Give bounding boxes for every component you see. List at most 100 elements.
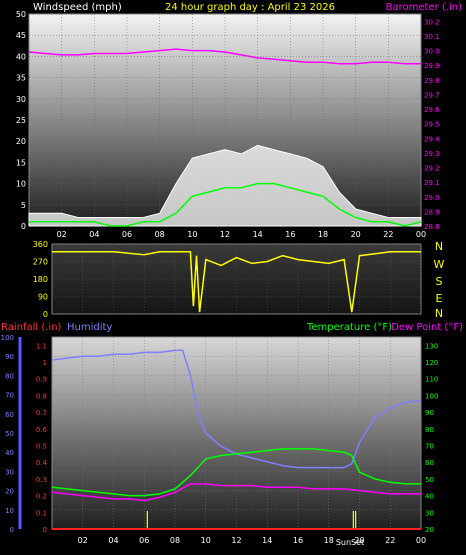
temp-x-tick: 16	[293, 536, 303, 545]
temp-x-tick: 14	[262, 536, 272, 545]
temp-y-tick: 90	[425, 409, 434, 417]
wind-y-tick: 35	[16, 74, 26, 83]
temp-y-tick: 80	[425, 426, 434, 434]
wind-y-tick: 30	[16, 95, 26, 104]
temperature-line	[51, 448, 421, 497]
humidity-y-tick: 50	[5, 430, 14, 438]
direction-y-tick: 90	[38, 293, 48, 302]
barometer-y-tick: 28.8	[424, 223, 440, 231]
barometer-y-tick: 29.0	[424, 194, 440, 202]
series-layer	[18, 48, 422, 530]
wind-x-tick: 02	[57, 230, 67, 239]
humidity-y-tick: 60	[5, 411, 14, 419]
rain-y-tick: 0.5	[36, 443, 47, 451]
rain-y-tick: 1	[43, 359, 47, 367]
humidity-label: Humidity	[67, 322, 112, 333]
direction-y-tick: 360	[33, 240, 48, 249]
humidity-y-tick: 70	[5, 392, 14, 400]
direction-y-tick: 0	[43, 310, 48, 319]
axis-ticks: 0510152025303540455028.828.929.029.129.2…	[1, 10, 441, 545]
barometer-y-tick: 29.2	[424, 165, 440, 173]
humidity-y-tick: 100	[1, 334, 14, 342]
temp-x-tick: 00	[416, 536, 426, 545]
barometer-y-tick: 30.2	[424, 18, 440, 26]
wind-x-tick: 20	[351, 230, 361, 239]
temp-y-tick: 40	[425, 493, 434, 501]
temp-x-tick: 08	[170, 536, 180, 545]
wind-y-tick: 25	[16, 116, 26, 125]
direction-y-tick: 270	[33, 258, 48, 267]
rain-y-tick: 0.2	[36, 493, 47, 501]
rain-y-tick: 0	[43, 526, 47, 534]
wind-x-tick: 22	[383, 230, 393, 239]
humidity-y-tick: 80	[5, 372, 14, 380]
wind-x-tick: 10	[187, 230, 197, 239]
humidity-y-tick: 90	[5, 353, 14, 361]
wind-y-tick: 15	[16, 158, 26, 167]
barometer-y-tick: 29.9	[424, 62, 440, 70]
rain-y-tick: 0.9	[36, 376, 47, 384]
humidity-y-tick: 40	[5, 449, 14, 457]
temp-y-tick: 110	[425, 376, 438, 384]
wind-y-tick: 40	[16, 52, 26, 61]
compass-e: E	[436, 292, 443, 305]
temp-x-tick: 06	[139, 536, 149, 545]
temp-x-tick: 22	[385, 536, 395, 545]
dewpoint-line	[51, 483, 421, 502]
barometer-y-tick: 28.9	[424, 208, 440, 216]
temp-y-tick: 20	[425, 526, 434, 534]
wind-y-tick: 10	[16, 180, 26, 189]
temp-y-tick: 60	[425, 459, 434, 467]
temp-y-tick: 100	[425, 392, 438, 400]
barometer-y-tick: 29.3	[424, 150, 440, 158]
wind-x-tick: 18	[318, 230, 328, 239]
wind-x-tick: 04	[89, 230, 99, 239]
wind-y-tick: 5	[21, 201, 26, 210]
wind-y-tick: 0	[21, 222, 26, 231]
rain-y-tick: 0.8	[36, 392, 47, 400]
rain-y-tick: 0.4	[36, 459, 48, 467]
barometer-y-tick: 29.8	[424, 77, 440, 85]
wind-x-tick: 12	[220, 230, 230, 239]
barometer-y-tick: 30.0	[424, 48, 440, 56]
barometer-label: Barometer (.in)	[386, 2, 462, 13]
compass-s: S	[436, 275, 443, 288]
temp-y-tick: 120	[425, 359, 438, 367]
sunset-label: SunSet	[336, 538, 364, 547]
rainfall-label: Rainfall (.in)	[1, 322, 62, 333]
barometer-y-tick: 29.6	[424, 106, 440, 114]
humidity-y-tick: 0	[10, 526, 14, 534]
wind-direction-line	[52, 251, 421, 313]
rain-y-tick: 0.3	[36, 476, 47, 484]
temp-y-tick: 30	[425, 509, 434, 517]
barometer-y-tick: 29.7	[424, 91, 440, 99]
temp-x-tick: 02	[78, 536, 88, 545]
compass-n-top: N	[435, 240, 443, 253]
humidity-y-tick: 30	[5, 468, 14, 476]
temp-x-tick: 04	[108, 536, 118, 545]
direction-y-tick: 180	[33, 275, 48, 284]
rain-y-tick: 0.1	[36, 509, 47, 517]
compass-n-bottom: N	[435, 307, 443, 320]
windspeed-label: Windspeed (mph)	[33, 2, 122, 13]
temp-y-tick: 130	[425, 342, 438, 350]
dewpoint-label: Dew Point (°F)	[391, 322, 463, 333]
wind-x-tick: 00	[416, 230, 426, 239]
barometer-y-tick: 29.4	[424, 135, 440, 143]
wind-x-tick: 06	[122, 230, 132, 239]
wind-x-tick: 14	[253, 230, 263, 239]
temp-y-tick: 70	[425, 443, 434, 451]
barometer-y-tick: 29.5	[424, 121, 440, 129]
temperature-label: Temperature (°F)	[306, 322, 392, 333]
humidity-line	[51, 349, 422, 469]
temp-x-tick: 10	[201, 536, 211, 545]
barometer-y-tick: 30.1	[424, 33, 440, 41]
wind-avg-line	[29, 182, 422, 227]
temp-x-tick: 18	[324, 536, 334, 545]
rain-y-tick: 0.7	[36, 409, 47, 417]
wind-x-tick: 08	[155, 230, 165, 239]
barometer-y-tick: 29.1	[424, 179, 440, 187]
wind-x-tick: 16	[285, 230, 295, 239]
wind-gust-area	[28, 144, 422, 227]
